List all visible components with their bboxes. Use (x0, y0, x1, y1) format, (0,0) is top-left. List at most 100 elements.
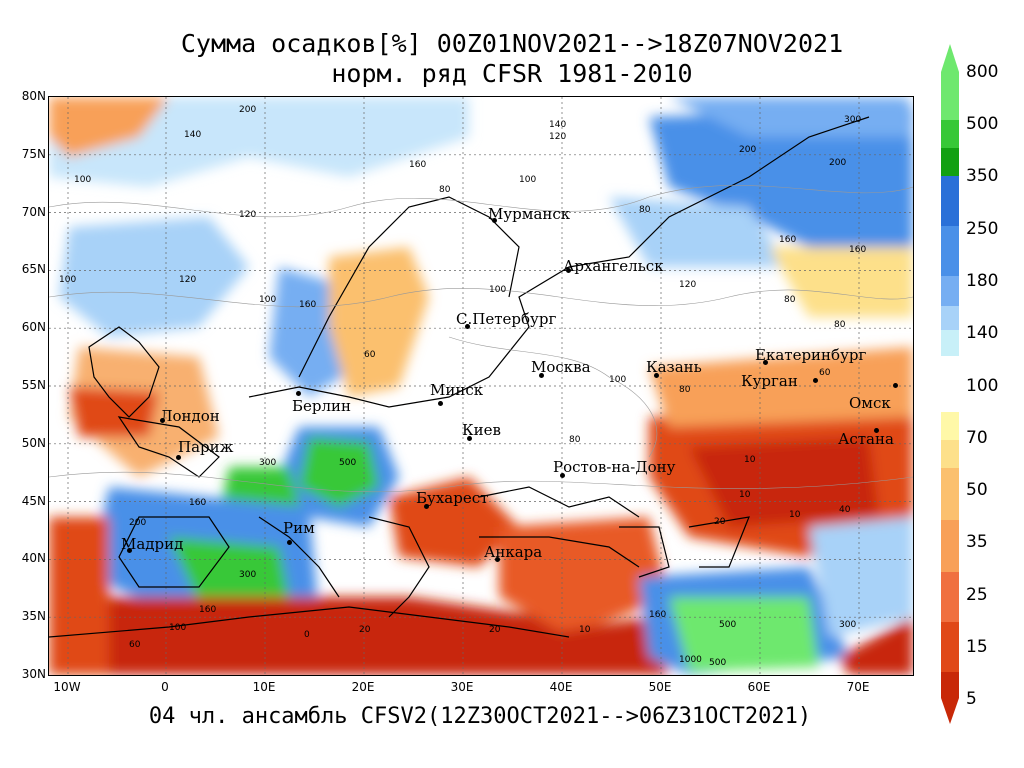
contour-label: 40 (839, 505, 851, 515)
colorbar-label: 5 (966, 689, 977, 709)
contour-label: 100 (59, 275, 76, 285)
lon-label: 0 (161, 680, 169, 694)
colorbar-label: 25 (966, 585, 988, 605)
lon-label: 50E (648, 680, 672, 694)
contour-label: 100 (259, 295, 276, 305)
contour-label: 200 (829, 158, 846, 168)
city-dot (560, 473, 565, 478)
city-label: Берлин (292, 397, 352, 415)
lat-label: 65N (21, 262, 46, 276)
contour-label: 200 (239, 105, 256, 115)
city-dot (893, 383, 898, 388)
contour-label: 140 (549, 120, 566, 130)
contour-label: 120 (679, 280, 696, 290)
city-label: Мадрид (121, 535, 184, 553)
contour-label: 0 (304, 630, 310, 640)
city-dot (160, 418, 165, 423)
city-label: Бухарест (416, 489, 489, 507)
contour-label: 300 (259, 458, 276, 468)
contour-label: 20 (489, 625, 501, 635)
map-title: Сумма осадков[%] 00Z01NOV2021-->18Z07NOV… (180, 29, 844, 58)
contour-label: 160 (779, 235, 796, 245)
contour-label-group: 200 140 140 120 160 100 100 200 200 300 … (59, 105, 866, 668)
contour-label: 80 (784, 295, 796, 305)
map-canvas: 200 140 140 120 160 100 100 200 200 300 … (49, 97, 913, 675)
contour-label: 300 (239, 570, 256, 580)
contour-label: 160 (299, 300, 316, 310)
contour-label: 100 (489, 285, 506, 295)
city-label: Рим (283, 519, 315, 537)
colorbar-label: 800 (966, 62, 999, 82)
lat-label: 55N (21, 378, 46, 392)
city-dot (874, 428, 879, 433)
contour-label: 10 (744, 455, 756, 465)
lat-label: 80N (21, 89, 46, 103)
city-dot (539, 373, 544, 378)
city-label: Екатеринбург (755, 346, 867, 364)
colorbar-label: 140 (966, 323, 999, 343)
city-label: Минск (430, 381, 484, 399)
lat-label: 40N (21, 551, 46, 565)
city-dot (813, 378, 818, 383)
contour-label: 1000 (679, 655, 702, 665)
contour-label: 20 (359, 625, 371, 635)
colorbar-label: 50 (966, 480, 988, 500)
contour-label: 160 (849, 245, 866, 255)
contour-label: 300 (844, 115, 861, 125)
contour-label: 100 (519, 175, 536, 185)
city-dot (654, 373, 659, 378)
contour-label: 140 (184, 130, 201, 140)
city-dot (127, 548, 132, 553)
contour-label: 160 (199, 605, 216, 615)
coastlines (49, 116, 870, 638)
city-label: Казань (646, 358, 702, 376)
city-dot (495, 557, 500, 562)
lon-label: 10W (53, 680, 81, 694)
lon-label: 10E (252, 680, 276, 694)
precipitation-map: 200 140 140 120 160 100 100 200 200 300 … (48, 96, 914, 676)
city-dot (465, 324, 470, 329)
contour-label: 200 (739, 145, 756, 155)
contour-label: 10 (789, 510, 801, 520)
city-label: Ростов-на-Дону (553, 458, 676, 476)
lon-label: 30E (450, 680, 474, 694)
city-label: Киев (462, 421, 501, 439)
lat-label: 35N (21, 609, 46, 623)
colorbar-label: 15 (966, 637, 988, 657)
city-dot (492, 218, 497, 223)
city-dot (763, 360, 768, 365)
city-label: Астана (838, 430, 894, 448)
city-label: Курган (741, 372, 798, 390)
contour-label: 100 (609, 375, 626, 385)
colorbar-label: 70 (966, 428, 988, 448)
city-label: Мурманск (488, 205, 571, 223)
city-label: Лондон (160, 407, 220, 425)
city-dot (424, 504, 429, 509)
contour-label: 500 (339, 458, 356, 468)
colorbar-label: 350 (966, 166, 999, 186)
lon-label: 60E (747, 680, 771, 694)
city-dot (467, 436, 472, 441)
contour-lines (49, 185, 913, 493)
lon-label: 20E (351, 680, 375, 694)
colorbar-label: 180 (966, 271, 999, 291)
contour-label: 120 (179, 275, 196, 285)
contour-label: 80 (834, 320, 846, 330)
contour-label: 80 (439, 185, 451, 195)
contour-label: 60 (819, 368, 831, 378)
contour-label: 300 (839, 620, 856, 630)
city-dot (438, 401, 443, 406)
map-subtitle: норм. ряд CFSR 1981-2010 (331, 59, 693, 88)
colorbar-label: 100 (966, 376, 999, 396)
contour-label: 120 (239, 210, 256, 220)
lat-label: 50N (21, 436, 46, 450)
contour-label: 10 (579, 625, 591, 635)
lat-label: 70N (21, 205, 46, 219)
graticule (49, 97, 913, 675)
city-label: Архангельск (563, 257, 664, 275)
contour-label: 60 (129, 640, 141, 650)
ensemble-footer: 04 чл. ансамбль CFSV2(12Z30OCT2021-->06Z… (148, 704, 812, 729)
city-dot (287, 540, 292, 545)
city-label: Анкара (484, 543, 543, 561)
contour-label: 80 (679, 385, 691, 395)
